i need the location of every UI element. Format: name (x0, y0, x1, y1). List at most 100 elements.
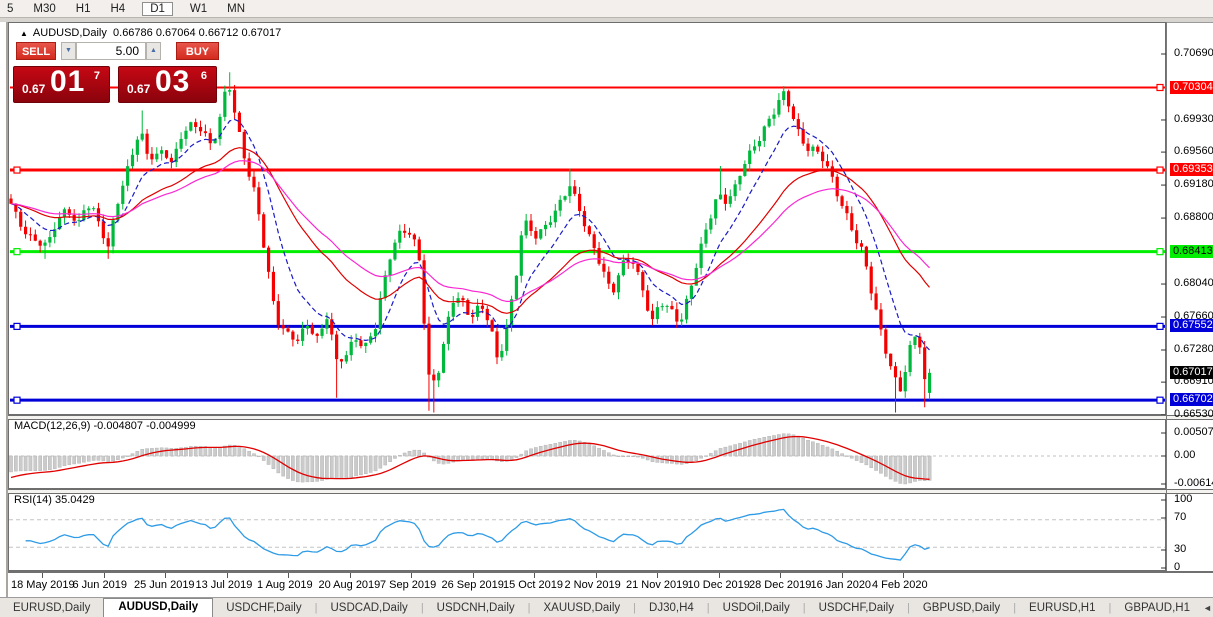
date-tick (411, 573, 412, 578)
timeframe-W1[interactable]: W1 (189, 2, 208, 15)
tab-gbpusd-daily[interactable]: GBPUSD,Daily (922, 602, 1001, 614)
tab-audusd-daily[interactable]: AUDUSD,Daily (103, 598, 214, 617)
date-label: 7 Sep 2019 (380, 579, 437, 591)
buy-price-box[interactable]: 0.67 03 6 (118, 65, 217, 103)
buy-button[interactable]: BUY (176, 42, 219, 60)
date-label: 4 Feb 2020 (872, 579, 928, 591)
price-axis-border (1166, 22, 1167, 571)
rsi-axis-label: 70 (1174, 511, 1187, 523)
date-tick (657, 573, 658, 578)
tab-scroll-arrows[interactable]: ◄► (1203, 603, 1213, 617)
buy-price-pips: 03 (155, 65, 191, 98)
date-tick (903, 573, 904, 578)
price-tick-label: 0.69180 (1174, 178, 1213, 191)
tab-usdchf-daily[interactable]: USDCHF,Daily (226, 602, 302, 614)
rsi-splitter[interactable] (8, 489, 1213, 494)
price-tick-label: 0.67280 (1174, 343, 1213, 355)
date-tick (595, 573, 597, 578)
price-tick-label: 0.66530 (1174, 408, 1213, 421)
date-label: 16 Jan 2020 (810, 579, 872, 591)
date-tick (718, 573, 720, 578)
macd-axis-label: 0.005076 (1174, 426, 1213, 438)
date-label: 25 Jun 2019 (134, 579, 195, 591)
tab-eurusd-h1[interactable]: EURUSD,H1 (1029, 602, 1096, 614)
date-label: 28 Dec 2019 (749, 579, 812, 591)
macd-label: MACD(12,26,9) -0.004807 -0.004999 (14, 420, 196, 432)
date-tick (349, 573, 351, 578)
price-tick-label: 0.70690 (1174, 47, 1213, 59)
rsi-axis-label: 0 (1174, 561, 1181, 573)
timeframe-H1[interactable]: H1 (75, 2, 91, 15)
price-level-label: 0.66702 (1170, 393, 1213, 407)
chart-tab-bar: EURUSD,Daily AUDUSD,Daily USDCHF,Daily | USD… (0, 597, 1213, 617)
tab-separator: | (314, 602, 318, 614)
volume-decrease-button[interactable]: ▼ (61, 42, 76, 60)
tab-eurusd-daily[interactable]: EURUSD,Daily (13, 602, 91, 614)
macd-axis-label: -0.006148 (1174, 477, 1213, 489)
date-tick (841, 573, 843, 578)
sell-price-box[interactable]: 0.67 01 7 (13, 65, 110, 103)
sell-button[interactable]: SELL (16, 42, 56, 60)
date-label: 13 Jul 2019 (195, 579, 253, 591)
volume-input[interactable]: 5.00 (76, 42, 146, 60)
spin-down-icon: ▼ (65, 47, 72, 54)
rsi-value: 35.0429 (54, 494, 95, 506)
macd-main-value: -0.004807 (93, 420, 144, 432)
price-level-label: 0.67552 (1170, 319, 1213, 333)
price-tick-label: 0.69560 (1174, 145, 1213, 158)
tab-separator: | (420, 602, 424, 614)
date-tick (780, 573, 781, 578)
sell-price-main: 0.67 (22, 82, 46, 96)
tab-usdcad-daily[interactable]: USDCAD,Daily (330, 602, 408, 614)
tab-usdchf-daily[interactable]: USDCHF,Daily (818, 602, 894, 614)
timeframe-bar: 5 M30 H1 H4 D1 W1 MN (0, 0, 1213, 18)
price-level-label: 0.69353 (1170, 163, 1213, 177)
date-label: 20 Aug 2019 (318, 579, 381, 591)
volume-increase-button[interactable]: ▲ (146, 42, 161, 60)
rsi-label: RSI(14) 35.0429 (14, 494, 95, 506)
date-label: 10 Dec 2019 (687, 579, 750, 591)
macd-axis-label: 0.00 (1174, 449, 1196, 461)
date-tick (103, 573, 105, 578)
timeframe-D1[interactable]: D1 (142, 1, 173, 16)
timeframe-5[interactable]: 5 (7, 2, 14, 15)
chart-canvas[interactable] (8, 22, 1166, 573)
tab-xauusd-daily[interactable]: XAUUSD,Daily (543, 602, 621, 614)
date-tick (288, 573, 289, 578)
date-label: 26 Sep 2019 (441, 579, 504, 591)
sell-price-point: 7 (93, 70, 100, 82)
price-tick-label: 0.68800 (1174, 211, 1213, 224)
symbol-triangle-icon: ▲ (20, 29, 28, 38)
date-axis-separator (8, 571, 1213, 573)
date-label: 1 Aug 2019 (257, 579, 313, 591)
sell-price-pips: 01 (50, 65, 86, 98)
tab-gbpaud-h1[interactable]: GBPAUD,H1 (1124, 602, 1190, 614)
date-label: 15 Oct 2019 (503, 579, 563, 591)
price-level-label: 0.68413 (1170, 244, 1213, 258)
tab-usdcnh-daily[interactable]: USDCNH,Daily (436, 602, 515, 614)
timeframe-H4[interactable]: H4 (110, 2, 126, 15)
rsi-axis-label: 100 (1174, 493, 1193, 505)
timeframe-MN[interactable]: MN (227, 2, 246, 15)
date-axis[interactable]: 18 May 2019 6 Jun 2019 25 Jun 2019 13 Jul 2… (8, 573, 1166, 597)
tab-separator: | (907, 602, 910, 614)
tab-separator: | (706, 602, 710, 614)
tab-dj30-h4[interactable]: DJ30,H4 (649, 602, 694, 614)
buy-price-point: 6 (200, 70, 207, 82)
toolbar-gap (0, 18, 1213, 22)
tab-separator: | (633, 602, 637, 614)
tab-usdoil-daily[interactable]: USDOil,Daily (722, 602, 790, 614)
date-tick (165, 573, 166, 578)
date-label: 18 May 2019 (11, 579, 75, 591)
symbol-label: AUDUSD,Daily (32, 27, 107, 39)
date-tick (472, 573, 474, 578)
current-price-label: 0.67017 (1170, 365, 1213, 379)
macd-splitter[interactable] (8, 415, 1213, 420)
date-label: 6 Jun 2019 (72, 579, 127, 591)
tab-scroll-left-icon[interactable]: ◄ (1203, 603, 1213, 613)
timeframe-M30[interactable]: M30 (33, 2, 56, 15)
chart-title: ▲ AUDUSD,Daily 0.66786 0.67064 0.66712 0.… (20, 27, 281, 39)
one-click-trading-panel: SELL ▼ 5.00 ▲ BUY 0.67 01 7 0.67 03 6 (13, 42, 219, 103)
date-tick (534, 573, 535, 578)
tab-separator: | (527, 602, 531, 614)
